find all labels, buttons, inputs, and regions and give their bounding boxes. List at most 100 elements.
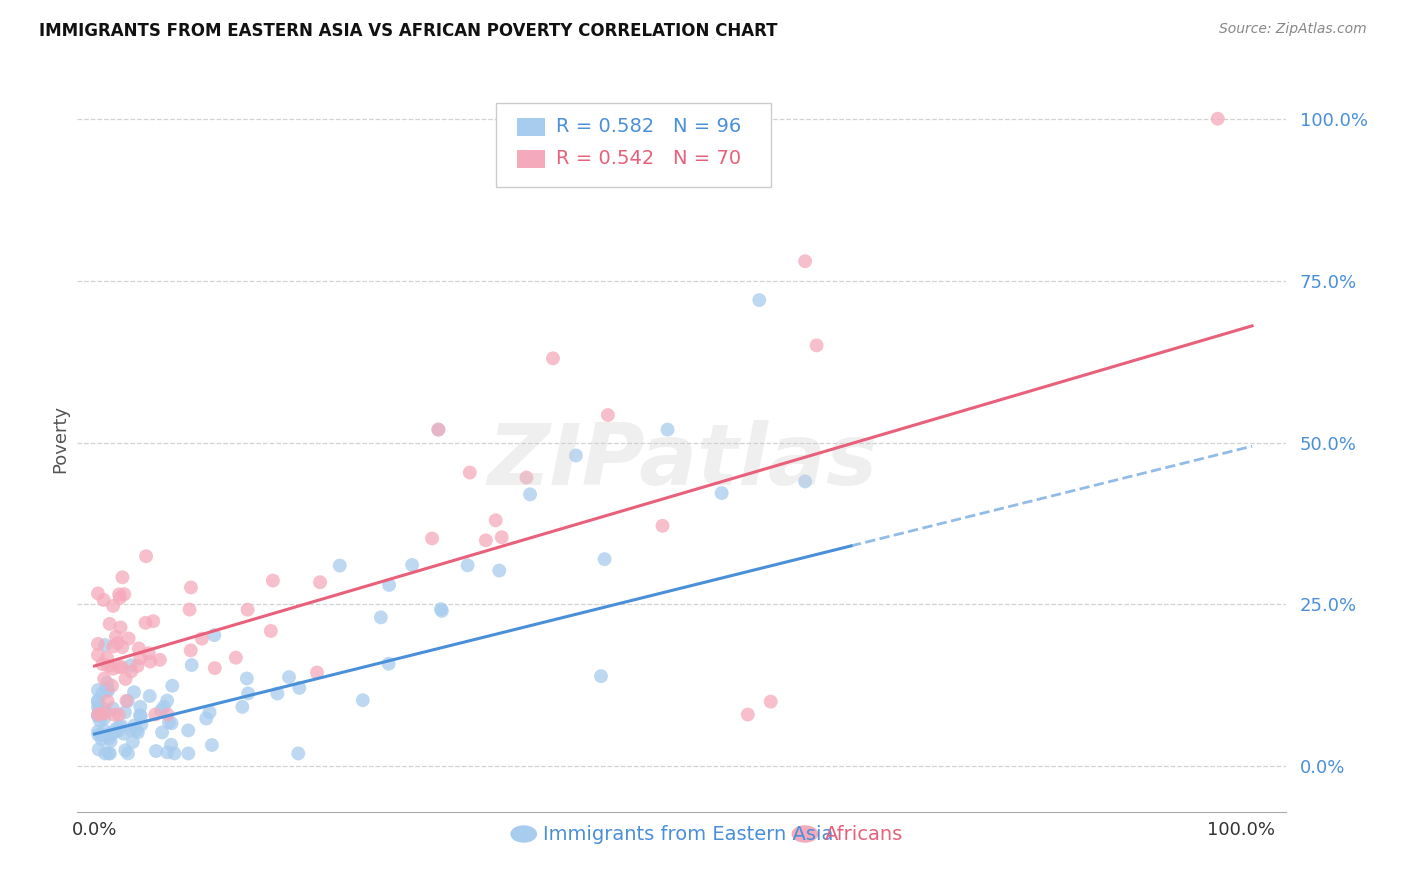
Point — [541, 351, 564, 366]
Point — [589, 669, 612, 683]
Point — [100, 726, 122, 740]
Point — [125, 723, 148, 738]
Point — [142, 614, 165, 628]
Point — [491, 530, 513, 544]
Point — [352, 693, 374, 707]
Point — [593, 552, 616, 566]
Point — [110, 660, 132, 674]
Point — [129, 699, 152, 714]
Point — [120, 723, 142, 738]
Point — [97, 728, 120, 742]
Point — [87, 693, 110, 707]
Point — [485, 513, 508, 527]
Point — [287, 747, 309, 761]
Point — [104, 725, 127, 739]
Point — [120, 658, 142, 673]
Point — [748, 293, 770, 307]
Point — [98, 747, 121, 761]
Point — [110, 620, 132, 634]
Point — [138, 689, 160, 703]
Point — [93, 702, 115, 716]
Point — [806, 338, 828, 352]
Point — [135, 549, 157, 564]
Point — [129, 651, 152, 665]
Point — [794, 475, 817, 489]
Point — [180, 658, 202, 673]
Point — [759, 695, 782, 709]
Point — [93, 723, 115, 738]
Point — [153, 699, 176, 714]
Point — [266, 686, 288, 700]
Point — [96, 676, 118, 690]
Point — [87, 586, 110, 600]
Point — [794, 254, 817, 268]
Point — [101, 662, 124, 676]
Point — [117, 747, 139, 761]
Point — [97, 659, 120, 673]
Point — [91, 729, 114, 743]
Point — [430, 604, 453, 618]
Point — [96, 651, 118, 665]
Point — [91, 657, 114, 672]
Point — [195, 712, 218, 726]
Point — [179, 602, 201, 616]
Point — [131, 717, 153, 731]
Point — [191, 632, 214, 646]
Point — [231, 699, 253, 714]
Point — [138, 646, 160, 660]
Point — [94, 638, 117, 652]
Point — [225, 650, 247, 665]
Point — [101, 679, 124, 693]
Point — [122, 685, 145, 699]
Point — [145, 744, 167, 758]
Point — [127, 659, 149, 673]
Point — [177, 723, 200, 738]
Point — [160, 716, 183, 731]
Point — [90, 732, 112, 747]
Point — [120, 665, 142, 679]
Point — [98, 616, 121, 631]
Point — [87, 648, 110, 662]
Point — [430, 602, 453, 616]
Point — [121, 735, 143, 749]
Text: Africans: Africans — [824, 824, 903, 844]
Point — [112, 727, 135, 741]
Text: IMMIGRANTS FROM EASTERN ASIA VS AFRICAN POVERTY CORRELATION CHART: IMMIGRANTS FROM EASTERN ASIA VS AFRICAN … — [39, 22, 778, 40]
Point — [104, 630, 127, 644]
Point — [91, 686, 114, 700]
Text: Source: ZipAtlas.com: Source: ZipAtlas.com — [1219, 22, 1367, 37]
Point — [150, 725, 173, 739]
Point — [163, 747, 186, 761]
Point — [401, 558, 423, 572]
Point — [128, 641, 150, 656]
Point — [288, 681, 311, 695]
Point — [107, 660, 129, 674]
Point — [111, 570, 134, 584]
Point — [202, 628, 225, 642]
Point — [139, 655, 162, 669]
Point — [97, 683, 120, 698]
Point — [236, 602, 259, 616]
Point — [107, 707, 129, 722]
Point — [87, 708, 110, 723]
Point — [309, 575, 332, 590]
Point — [107, 723, 129, 738]
Point — [377, 657, 399, 671]
Point — [236, 686, 259, 700]
Point — [420, 532, 443, 546]
Point — [488, 564, 510, 578]
Point — [458, 466, 481, 480]
Point — [89, 706, 111, 721]
Point — [114, 672, 136, 686]
Point — [87, 700, 110, 714]
Point — [204, 661, 226, 675]
Point — [124, 718, 146, 732]
Point — [87, 724, 110, 739]
Point — [236, 672, 259, 686]
Point — [87, 707, 110, 722]
Point — [94, 747, 117, 761]
Point — [101, 599, 124, 613]
Point — [112, 587, 135, 601]
Point — [305, 665, 328, 680]
Point — [94, 706, 117, 721]
